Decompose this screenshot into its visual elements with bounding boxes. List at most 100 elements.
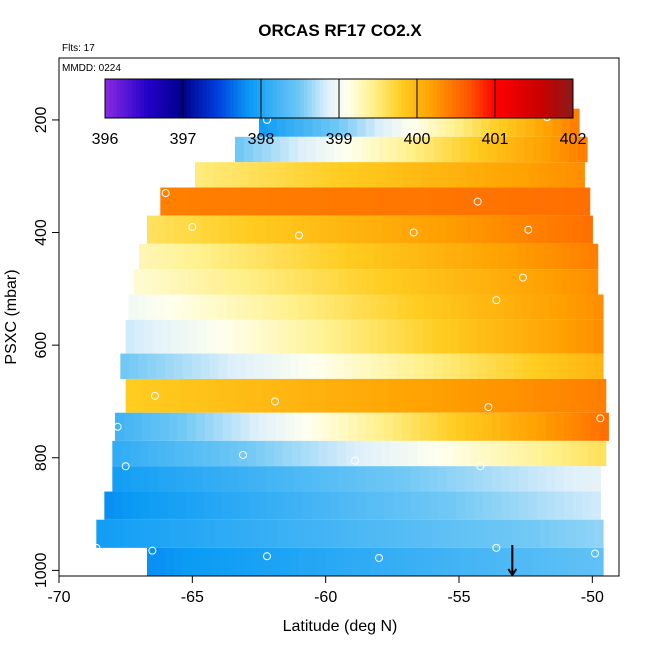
heatmap-cell xyxy=(155,294,165,320)
heatmap-cell xyxy=(503,519,514,548)
colorbar-swatch xyxy=(237,79,242,118)
heatmap-cell xyxy=(485,319,496,354)
heatmap-cell xyxy=(458,519,468,548)
heatmap-cell xyxy=(321,412,331,441)
heatmap-cell xyxy=(432,294,443,320)
heatmap-cell xyxy=(453,243,464,270)
heatmap-cell xyxy=(419,108,429,137)
heatmap-cell xyxy=(129,353,139,379)
colorbar-swatch xyxy=(300,79,305,118)
heatmap-cell xyxy=(258,187,269,216)
colorbar-swatch xyxy=(167,79,172,118)
heatmap-cell xyxy=(276,187,287,216)
heatmap-cell xyxy=(264,243,275,270)
heatmap-cell xyxy=(509,187,519,216)
heatmap-cell xyxy=(183,215,194,244)
heatmap-cell xyxy=(123,412,134,441)
heatmap-cell xyxy=(294,187,305,216)
heatmap-cell xyxy=(383,215,393,244)
heatmap-cell xyxy=(410,187,421,216)
heatmap-cells xyxy=(96,108,609,576)
colorbar-swatch xyxy=(140,79,145,118)
heatmap-cell xyxy=(304,519,315,548)
heatmap-cell xyxy=(350,319,361,354)
heatmap-cell xyxy=(340,519,351,548)
heatmap-cell xyxy=(218,547,229,576)
heatmap-cell xyxy=(510,215,521,244)
heatmap-cell xyxy=(579,269,590,295)
heatmap-cell xyxy=(233,319,244,354)
colorbar-swatch xyxy=(323,79,328,118)
colorbar-swatch xyxy=(136,79,141,118)
colorbar-swatch xyxy=(354,79,359,118)
heatmap-cell xyxy=(551,440,562,467)
heatmap-cell xyxy=(354,440,365,467)
colorbar-swatch xyxy=(292,79,297,118)
sample-point xyxy=(591,549,599,558)
heatmap-cell xyxy=(357,162,368,188)
heatmap-cell xyxy=(495,294,506,320)
heatmap-cell xyxy=(554,412,565,441)
heatmap-cell xyxy=(437,215,448,244)
heatmap-cell xyxy=(448,162,459,188)
colorbar-swatch xyxy=(151,79,157,118)
heatmap-cell xyxy=(536,187,546,216)
heatmap-cell xyxy=(506,378,516,413)
heatmap-cell xyxy=(594,353,604,379)
heatmap-cell xyxy=(543,108,553,137)
heatmap-cell xyxy=(370,353,381,379)
heatmap-cell xyxy=(173,353,184,379)
heatmap-cell xyxy=(459,547,470,576)
heatmap-cell xyxy=(477,294,488,320)
heatmap-cell xyxy=(265,215,275,244)
heatmap-cell xyxy=(546,491,556,520)
heatmap-cell xyxy=(272,547,282,576)
heatmap-cell xyxy=(471,243,482,270)
heatmap-cell xyxy=(244,136,254,163)
heatmap-cell xyxy=(285,269,295,295)
heatmap-cell xyxy=(231,412,242,441)
heatmap-cell xyxy=(571,187,582,216)
heatmap-cell xyxy=(566,162,576,188)
colorbar-swatch xyxy=(514,79,519,118)
heatmap-cell xyxy=(194,491,205,520)
heatmap-cell xyxy=(469,378,480,413)
heatmap-cell xyxy=(205,187,215,216)
heatmap-cell xyxy=(557,519,568,548)
heatmap-cell xyxy=(445,269,456,295)
heatmap-cell xyxy=(555,491,565,520)
heatmap-cell xyxy=(240,412,251,441)
heatmap-cell xyxy=(501,215,512,244)
heatmap-cell xyxy=(305,319,316,354)
colorbar-swatch xyxy=(132,79,137,118)
heatmap-cell xyxy=(298,136,308,163)
heatmap-cell xyxy=(199,294,210,320)
heatmap-cell xyxy=(414,294,425,320)
heatmap-cell xyxy=(130,466,141,492)
heatmap-cell xyxy=(318,440,329,467)
colorbar-swatch xyxy=(459,79,465,118)
colorbar-swatch xyxy=(186,79,192,118)
heatmap-cell xyxy=(125,378,136,413)
heatmap-cell xyxy=(209,547,220,576)
heatmap-cell xyxy=(306,378,317,413)
heatmap-cell xyxy=(330,108,340,137)
heatmap-cell xyxy=(599,412,609,441)
heatmap-cell xyxy=(419,215,430,244)
heatmap-cell xyxy=(413,519,423,548)
heatmap-cell xyxy=(180,378,190,413)
heatmap-cell xyxy=(472,108,482,137)
colorbar-swatch xyxy=(385,79,391,118)
heatmap-cell xyxy=(433,547,443,576)
heatmap-cell xyxy=(228,215,239,244)
heatmap-cell xyxy=(388,353,399,379)
colorbar-swatch xyxy=(249,79,254,118)
heatmap-cell xyxy=(255,243,266,270)
heatmap-cell xyxy=(208,294,219,320)
heatmap-cell xyxy=(464,187,474,216)
heatmap-cell xyxy=(216,378,226,413)
heatmap-cell xyxy=(523,136,534,163)
heatmap-cell xyxy=(271,294,282,320)
heatmap-cell xyxy=(551,378,561,413)
flights-label: Flts: 17 xyxy=(62,43,95,54)
